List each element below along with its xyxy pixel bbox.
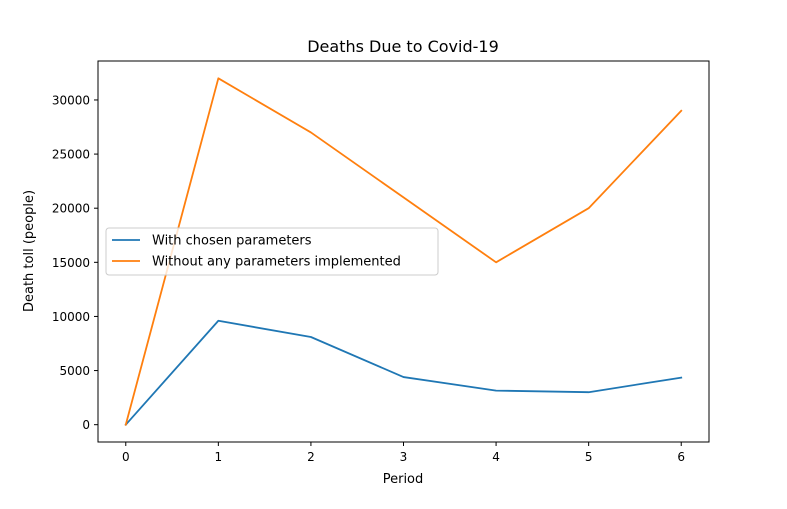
y-tick-label: 25000 bbox=[52, 148, 90, 162]
x-tick-label: 3 bbox=[400, 450, 408, 464]
x-tick-label: 6 bbox=[677, 450, 685, 464]
y-axis-label: Death toll (people) bbox=[22, 190, 37, 312]
y-tick-label: 20000 bbox=[52, 202, 90, 216]
x-tick-label: 5 bbox=[585, 450, 593, 464]
x-tick-label: 4 bbox=[492, 450, 500, 464]
y-tick-label: 0 bbox=[82, 418, 90, 432]
x-tick-label: 0 bbox=[122, 450, 130, 464]
x-axis-label: Period bbox=[383, 472, 424, 487]
x-tick-label: 1 bbox=[215, 450, 223, 464]
y-tick-label: 10000 bbox=[52, 310, 90, 324]
y-tick-label: 15000 bbox=[52, 256, 90, 270]
chart-title: Deaths Due to Covid-19 bbox=[307, 37, 499, 56]
x-tick-label: 2 bbox=[307, 450, 315, 464]
y-tick-label: 5000 bbox=[59, 364, 90, 378]
y-tick-label: 30000 bbox=[52, 93, 90, 107]
legend: With chosen parameters Without any parame… bbox=[106, 228, 438, 275]
legend-label-1: With chosen parameters bbox=[152, 234, 312, 249]
legend-label-2: Without any parameters implemented bbox=[152, 255, 401, 270]
